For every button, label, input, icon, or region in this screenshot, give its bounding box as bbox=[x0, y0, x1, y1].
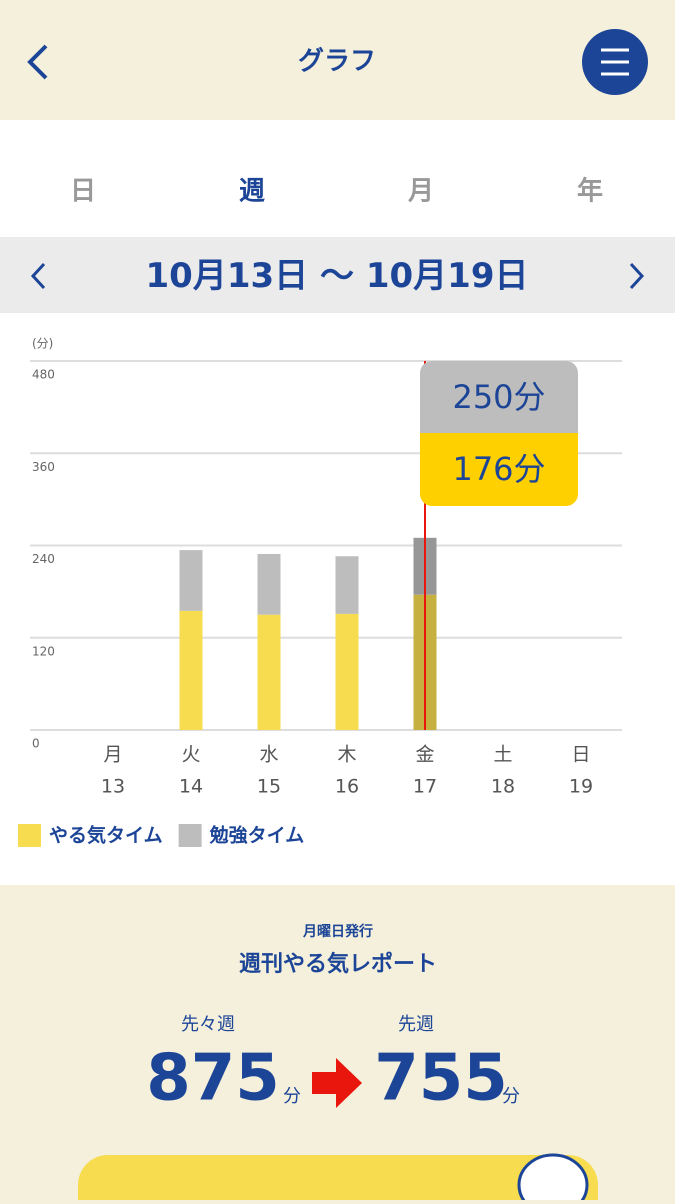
x-tick-label: 金 bbox=[415, 744, 434, 766]
x-tick-date: 17 bbox=[413, 776, 437, 798]
range-start: 10月13日 bbox=[146, 256, 309, 296]
report-note: 月曜日発行 bbox=[302, 923, 373, 940]
tabs bbox=[0, 120, 675, 237]
prev-total: 875 bbox=[146, 1042, 280, 1116]
x-tick-label: 土 bbox=[493, 744, 512, 766]
range-bar bbox=[0, 237, 675, 313]
range: 10月13日 〜 10月19日 bbox=[146, 256, 529, 296]
tab[interactable]: 週 bbox=[239, 177, 265, 207]
tab[interactable]: 日 bbox=[70, 177, 96, 207]
prev-label: 先々週 bbox=[181, 1014, 235, 1035]
x-tick-label: 水 bbox=[259, 744, 278, 766]
arrow bbox=[312, 1058, 362, 1108]
bar-segment[interactable] bbox=[257, 614, 281, 730]
legend-swatch bbox=[178, 824, 202, 847]
legend-swatch bbox=[18, 824, 41, 847]
y-tick-label: 360 bbox=[32, 460, 55, 474]
x-tick-date: 15 bbox=[257, 776, 281, 798]
last-total: 755 bbox=[374, 1042, 508, 1116]
x-tick-label: 火 bbox=[181, 744, 200, 766]
range-sep: 〜 bbox=[320, 256, 354, 296]
y-tick-label: 120 bbox=[32, 644, 55, 658]
x-tick-date: 18 bbox=[491, 776, 515, 798]
tab[interactable]: 月 bbox=[407, 177, 434, 207]
bar-segment[interactable] bbox=[335, 556, 359, 614]
back-button[interactable] bbox=[27, 44, 48, 80]
x-tick-date: 19 bbox=[569, 776, 593, 798]
menu-icon bbox=[601, 48, 629, 76]
range-end: 10月19日 bbox=[366, 256, 529, 296]
last-label: 先週 bbox=[398, 1014, 434, 1035]
x-tick-date: 16 bbox=[335, 776, 359, 798]
prev-week[interactable] bbox=[30, 262, 46, 290]
unit: 分 bbox=[283, 1086, 301, 1107]
x-tick-label: 月 bbox=[103, 744, 122, 766]
next-week[interactable] bbox=[629, 262, 645, 290]
y-tick-label: 480 bbox=[32, 368, 55, 382]
legend-label: 勉強タイム bbox=[209, 824, 305, 847]
tooltip-top bbox=[420, 361, 578, 433]
tooltip-total: 250分 bbox=[452, 378, 545, 416]
bar-segment[interactable] bbox=[179, 610, 203, 730]
unit: 分 bbox=[502, 1086, 520, 1107]
x-tick-date: 13 bbox=[101, 776, 125, 798]
chart: (分) 0 120 240 360 480 月 13 火 14 水 15 木 16 金 17 土 18 日 19 250… bbox=[18, 337, 622, 847]
y-tick-label: 0 bbox=[32, 737, 40, 751]
y-tick-label: 240 bbox=[32, 552, 55, 566]
report-title: 週刊やる気レポート bbox=[239, 951, 437, 977]
x-tick-label: 木 bbox=[337, 744, 356, 766]
tab[interactable]: 年 bbox=[577, 176, 603, 207]
mascot bbox=[517, 1153, 589, 1204]
x-tick-label: 日 bbox=[571, 744, 590, 766]
tooltip-motivation: 176分 bbox=[452, 450, 545, 488]
bar-segment[interactable] bbox=[179, 550, 203, 611]
legend-label: やる気タイム bbox=[49, 824, 163, 847]
tooltip-bottom bbox=[420, 433, 578, 506]
bar-segment[interactable] bbox=[335, 613, 359, 730]
banner[interactable] bbox=[78, 1155, 598, 1204]
x-tick-date: 14 bbox=[179, 776, 203, 798]
header bbox=[0, 0, 675, 120]
header-title: グラフ bbox=[298, 47, 376, 77]
y-axis-label: (分) bbox=[32, 337, 53, 351]
bar-segment[interactable] bbox=[257, 553, 281, 615]
